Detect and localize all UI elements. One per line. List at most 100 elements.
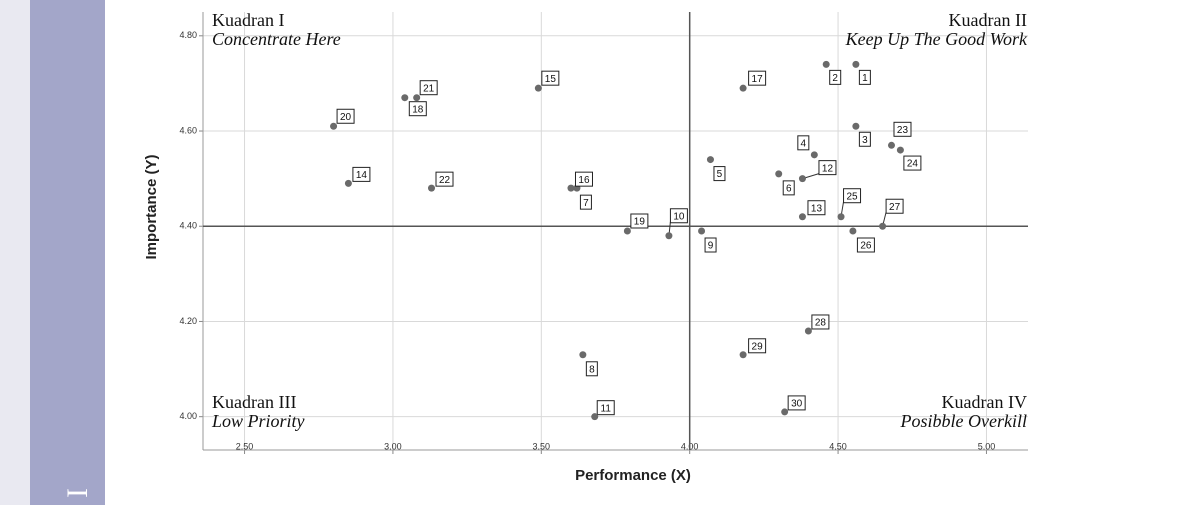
quadrant-subtitle: Keep Up The Good Work [845, 29, 1028, 49]
margin-strip [0, 0, 30, 505]
point-label: 10 [673, 211, 685, 222]
point [579, 351, 587, 359]
point-label: 19 [634, 217, 646, 228]
label-box [419, 80, 438, 96]
label-box [704, 237, 717, 253]
point [698, 227, 706, 235]
point [413, 94, 421, 102]
label-box [669, 208, 688, 224]
label-box [818, 160, 837, 176]
point [428, 184, 436, 192]
point [344, 179, 352, 187]
quadrant-subtitle: Posibble Overkill [900, 411, 1027, 431]
x-tick-label: 4.50 [829, 441, 847, 451]
y-tick-label: 4.00 [179, 411, 197, 421]
point-label: 25 [846, 191, 858, 202]
label-box [893, 121, 912, 137]
label-box [858, 131, 871, 147]
point-label: 17 [752, 74, 764, 85]
point [534, 84, 542, 92]
point-label: 23 [897, 125, 909, 136]
point [401, 94, 409, 102]
point [822, 60, 830, 68]
point-label: 3 [862, 135, 868, 146]
y-tick-label: 4.80 [179, 30, 197, 40]
x-tick-label: 3.00 [384, 441, 402, 451]
point [665, 232, 673, 240]
point [567, 184, 575, 192]
x-tick-label: 5.00 [978, 441, 996, 451]
point-label: 7 [583, 198, 589, 209]
point-label: 18 [412, 104, 424, 115]
point [739, 84, 747, 92]
point-label: 8 [589, 364, 595, 375]
label-box [579, 194, 592, 210]
x-tick-label: 3.50 [533, 441, 551, 451]
point [804, 327, 812, 335]
label-box [352, 166, 371, 182]
point [810, 151, 818, 159]
label-box [787, 395, 806, 411]
quadrant-name: Kuadran I [212, 10, 284, 30]
point-label: 24 [907, 159, 919, 170]
plot: 2.503.003.504.004.505.004.004.204.404.60… [179, 10, 1028, 454]
point [775, 170, 783, 178]
quadrant-name: Kuadran IV [942, 392, 1027, 412]
label-box [574, 171, 593, 187]
side-band [30, 0, 105, 505]
point-label: 30 [791, 399, 803, 410]
label-box [829, 69, 842, 85]
point-label: 13 [811, 203, 823, 214]
point-label: 12 [822, 163, 834, 174]
point [879, 222, 887, 230]
y-tick-label: 4.60 [179, 125, 197, 135]
label-box [748, 70, 767, 86]
label-box [807, 200, 826, 216]
point-label: 1 [862, 73, 868, 84]
point [798, 213, 806, 221]
label-box [408, 101, 427, 117]
point-label: 6 [786, 184, 792, 195]
label-box [885, 198, 904, 214]
point [330, 122, 338, 130]
point [852, 122, 860, 130]
point [706, 156, 714, 164]
label-box [541, 70, 560, 86]
point-label: 29 [752, 341, 764, 352]
label-box [856, 237, 875, 253]
label-box [843, 188, 862, 204]
point [896, 146, 904, 154]
label-box [811, 314, 830, 330]
x-tick-label: 2.50 [236, 441, 254, 451]
point [739, 351, 747, 359]
point [887, 141, 895, 149]
quadrant-subtitle: Low Priority [211, 411, 305, 431]
point-label: 16 [578, 175, 590, 186]
label-box [782, 180, 795, 196]
label-box [713, 166, 726, 182]
point-label: 21 [423, 83, 435, 94]
quadrant-name: Kuadran III [212, 392, 296, 412]
point-label: 26 [860, 241, 872, 252]
point [623, 227, 631, 235]
quadrant-name: Kuadran II [949, 10, 1027, 30]
label-box [903, 155, 922, 171]
point [852, 60, 860, 68]
point-label: 27 [889, 202, 901, 213]
label-box [336, 108, 355, 124]
margin-text: I [61, 488, 94, 498]
label-box [797, 135, 810, 151]
x-axis-title: Performance (X) [575, 467, 691, 484]
quadrant-subtitle: Concentrate Here [212, 29, 341, 49]
point [781, 408, 789, 416]
point [798, 175, 806, 183]
point-label: 11 [601, 403, 612, 414]
label-box [630, 213, 649, 229]
point-label: 22 [439, 175, 451, 186]
point-label: 4 [801, 138, 807, 149]
point [849, 227, 857, 235]
point-label: 28 [815, 318, 827, 329]
point-label: 9 [708, 241, 714, 252]
label-box [585, 361, 598, 377]
